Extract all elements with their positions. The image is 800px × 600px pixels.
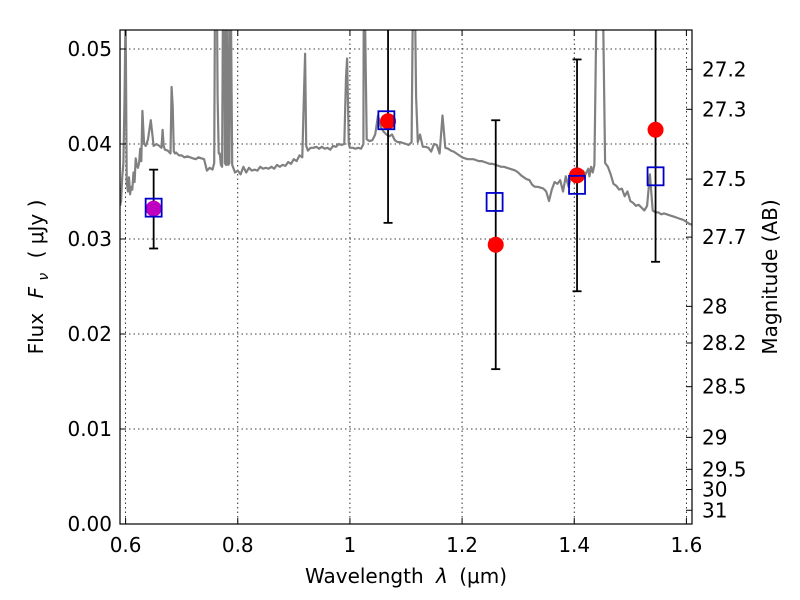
- y2-tick-label: 29.5: [702, 457, 747, 481]
- y2-tick-label: 29: [702, 425, 727, 449]
- y2-tick-label: 27.3: [702, 97, 747, 121]
- plot-frame: [119, 29, 693, 525]
- y2-tick-label: 27.7: [702, 225, 747, 249]
- observed-point: [647, 121, 664, 138]
- observed-point: [380, 113, 397, 130]
- axis-ticks: 0.6 0.8 1 1.2 1.4 1.6 0.00 0.01 0.02 0.03 0.04 0.05…: [67, 30, 747, 557]
- x-tick-label: 0.8: [222, 533, 254, 557]
- x-axis-label: Wavelength: [305, 564, 424, 588]
- y-axis-unit: ( μJy ): [24, 200, 48, 259]
- grid: [120, 30, 692, 525]
- x-tick-label: 1.6: [670, 533, 702, 557]
- x-tick-label: 1.4: [558, 533, 590, 557]
- data-points: [144, 110, 665, 253]
- model-point: [485, 192, 504, 212]
- y2-tick-label: 28.5: [702, 375, 747, 399]
- y-tick-label: 0.00: [67, 512, 112, 536]
- spectrum-line: [120, 30, 692, 226]
- y-tick-label: 0.03: [67, 227, 112, 251]
- x-tick-label: 0.6: [110, 533, 142, 557]
- y2-tick-label: 27.5: [702, 167, 747, 191]
- y-tick-label: 0.05: [67, 37, 112, 61]
- model-point: [646, 166, 665, 187]
- x-axis-title: Wavelength λ (μm): [305, 564, 507, 588]
- y2-tick-label: 28: [702, 294, 727, 318]
- x-axis-symbol: λ: [435, 564, 448, 588]
- y-axis-label: Flux: [24, 313, 48, 355]
- y-axis-symbol: F: [24, 286, 48, 298]
- y-tick-label: 0.04: [67, 132, 112, 156]
- y-tick-label: 0.01: [67, 417, 112, 441]
- model-point: [144, 197, 163, 218]
- observed-point: [145, 200, 162, 217]
- x-tick-label: 1: [344, 533, 357, 557]
- spectrum-series: [120, 30, 692, 226]
- y2-tick-label: 27.2: [702, 57, 747, 81]
- x-axis-unit: (μm): [459, 564, 507, 588]
- y2-tick-label: 28.2: [702, 331, 747, 355]
- y-tick-label: 0.02: [67, 322, 112, 346]
- x-tick-label: 1.2: [446, 533, 478, 557]
- y2-tick-label: 31: [702, 498, 727, 522]
- model-point: [568, 174, 586, 195]
- model-point: [377, 110, 396, 131]
- observed-point: [487, 236, 504, 253]
- y2-tick-label: 30: [702, 478, 727, 502]
- y-axis-subscript: ν: [36, 273, 52, 281]
- y2-axis-title: Magnitude (AB): [758, 199, 782, 354]
- y-axis-title: Flux F ν ( μJy ): [24, 200, 53, 355]
